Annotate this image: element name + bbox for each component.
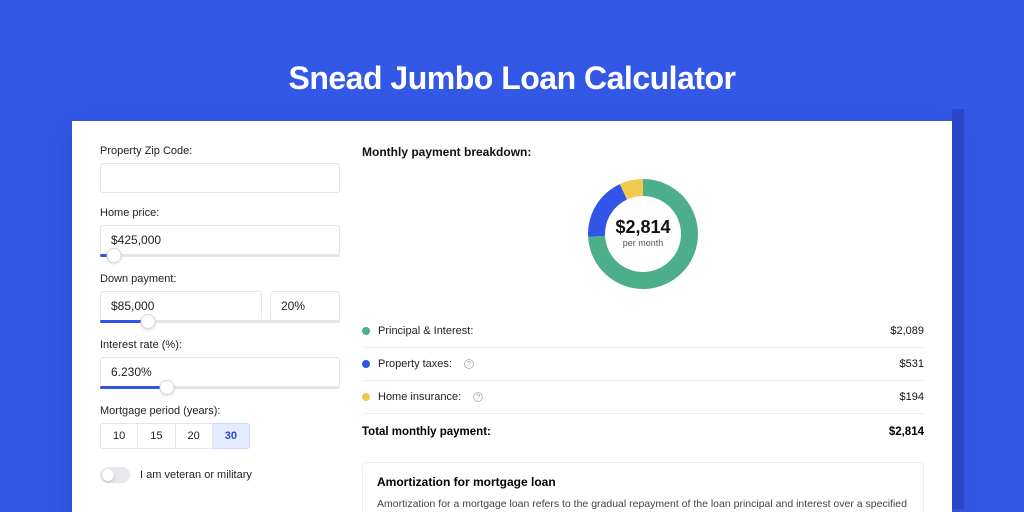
veteran-row: I am veteran or military — [100, 467, 340, 483]
legend-value: $194 — [900, 391, 924, 403]
period-buttons: 10 15 20 30 — [100, 423, 340, 449]
form-column: Property Zip Code: Home price: Down paym… — [100, 145, 340, 497]
zip-label: Property Zip Code: — [100, 145, 340, 157]
legend-label: Property taxes: — [378, 358, 452, 370]
home-price-slider[interactable] — [100, 255, 340, 259]
down-payment-group: Down payment: — [100, 273, 340, 325]
period-btn-10[interactable]: 10 — [100, 423, 138, 449]
period-btn-20[interactable]: 20 — [176, 423, 213, 449]
amortization-card: Amortization for mortgage loan Amortizat… — [362, 462, 924, 512]
home-price-input[interactable] — [100, 225, 340, 255]
slider-thumb[interactable] — [141, 314, 156, 329]
donut-chart: $2,814 per month — [362, 169, 924, 299]
amortization-title: Amortization for mortgage loan — [377, 475, 909, 489]
legend-label: Principal & Interest: — [378, 325, 473, 337]
interest-input[interactable] — [100, 357, 340, 387]
home-price-group: Home price: — [100, 207, 340, 259]
slider-track — [100, 254, 340, 257]
period-group: Mortgage period (years): 10 15 20 30 — [100, 405, 340, 449]
interest-slider[interactable] — [100, 387, 340, 391]
breakdown-column: Monthly payment breakdown: $2,814 per mo… — [362, 145, 924, 497]
calculator-panel: Property Zip Code: Home price: Down paym… — [72, 121, 952, 512]
panel-wrap: Property Zip Code: Home price: Down paym… — [0, 121, 1024, 512]
down-payment-slider[interactable] — [100, 321, 340, 325]
down-payment-label: Down payment: — [100, 273, 340, 285]
zip-input[interactable] — [100, 163, 340, 193]
legend-value: $2,089 — [890, 325, 924, 337]
period-btn-30[interactable]: 30 — [213, 423, 250, 449]
slider-thumb[interactable] — [107, 248, 122, 263]
dot-icon — [362, 327, 370, 335]
legend-label: Home insurance: — [378, 391, 461, 403]
legend-row-insurance: Home insurance: ? $194 — [362, 383, 924, 411]
period-btn-15[interactable]: 15 — [138, 423, 175, 449]
toggle-knob — [102, 469, 114, 481]
separator — [362, 413, 924, 414]
down-payment-pct-input[interactable] — [270, 291, 340, 321]
veteran-label: I am veteran or military — [140, 469, 252, 481]
dot-icon — [362, 393, 370, 401]
slider-fill — [100, 386, 167, 389]
page-title: Snead Jumbo Loan Calculator — [0, 0, 1024, 97]
info-icon[interactable]: ? — [473, 392, 483, 402]
total-row: Total monthly payment: $2,814 — [362, 416, 924, 452]
legend-row-taxes: Property taxes: ? $531 — [362, 350, 924, 378]
interest-group: Interest rate (%): — [100, 339, 340, 391]
info-icon[interactable]: ? — [464, 359, 474, 369]
donut-subtext: per month — [623, 238, 664, 248]
donut-svg: $2,814 per month — [578, 169, 708, 299]
separator — [362, 380, 924, 381]
donut-value: $2,814 — [615, 217, 670, 237]
zip-group: Property Zip Code: — [100, 145, 340, 193]
home-price-label: Home price: — [100, 207, 340, 219]
legend-row-principal: Principal & Interest: $2,089 — [362, 317, 924, 345]
total-label: Total monthly payment: — [362, 426, 491, 438]
veteran-toggle[interactable] — [100, 467, 130, 483]
breakdown-heading: Monthly payment breakdown: — [362, 145, 924, 159]
period-label: Mortgage period (years): — [100, 405, 340, 417]
down-payment-input[interactable] — [100, 291, 262, 321]
amortization-body: Amortization for a mortgage loan refers … — [377, 497, 909, 512]
dot-icon — [362, 360, 370, 368]
slider-thumb[interactable] — [160, 380, 175, 395]
legend-value: $531 — [900, 358, 924, 370]
separator — [362, 347, 924, 348]
total-value: $2,814 — [889, 426, 924, 438]
interest-label: Interest rate (%): — [100, 339, 340, 351]
